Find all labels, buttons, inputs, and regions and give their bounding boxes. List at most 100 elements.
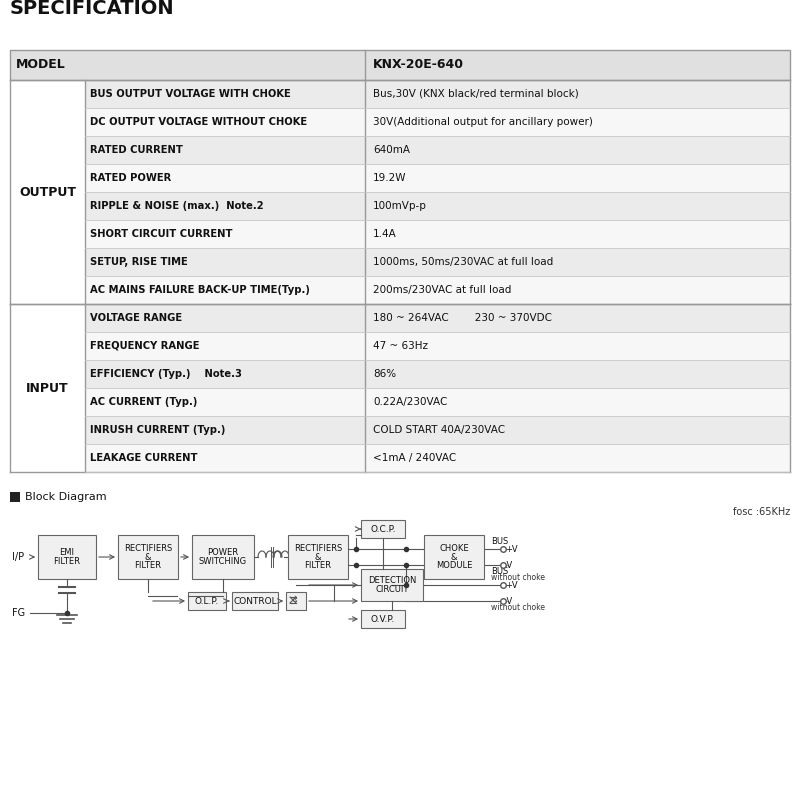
Text: 100mVp-p: 100mVp-p	[373, 201, 427, 211]
Bar	[361, 520, 405, 538]
Text: FILTER: FILTER	[305, 561, 331, 570]
Text: EMI: EMI	[59, 548, 74, 558]
Bar	[85, 416, 365, 444]
Text: 47 ~ 63Hz: 47 ~ 63Hz	[373, 341, 428, 351]
Text: <1mA / 240VAC: <1mA / 240VAC	[373, 453, 456, 463]
Bar	[365, 192, 790, 220]
Bar	[85, 136, 365, 164]
Text: RECTIFIERS: RECTIFIERS	[294, 544, 342, 553]
Text: -V: -V	[505, 561, 514, 570]
Bar	[365, 360, 790, 388]
Bar	[85, 192, 365, 220]
Text: Bus,30V (KNX black/red terminal block): Bus,30V (KNX black/red terminal block)	[373, 89, 578, 99]
Text: -V: -V	[505, 597, 514, 606]
Text: KNX-20E-640: KNX-20E-640	[373, 58, 464, 71]
Bar	[85, 108, 365, 136]
Text: DC OUTPUT VOLTAGE WITHOUT CHOKE: DC OUTPUT VOLTAGE WITHOUT CHOKE	[90, 117, 307, 127]
Bar	[365, 248, 790, 276]
Text: OUTPUT: OUTPUT	[19, 186, 76, 198]
Text: +V: +V	[505, 581, 518, 590]
Text: EFFICIENCY (Typ.)    Note.3: EFFICIENCY (Typ.) Note.3	[90, 369, 242, 379]
Text: Block Diagram: Block Diagram	[25, 492, 106, 502]
Text: O.C.P.: O.C.P.	[370, 525, 396, 534]
Text: without choke: without choke	[491, 602, 545, 611]
Bar	[365, 136, 790, 164]
Text: 1.4A: 1.4A	[373, 229, 397, 239]
Bar	[365, 220, 790, 248]
Bar	[85, 164, 365, 192]
Bar	[85, 332, 365, 360]
Text: MODEL: MODEL	[16, 58, 66, 71]
Bar	[192, 535, 254, 579]
Bar	[365, 444, 790, 472]
Bar	[85, 388, 365, 416]
Bar	[365, 332, 790, 360]
Bar	[85, 304, 365, 332]
Bar	[232, 592, 278, 610]
Bar	[365, 80, 790, 108]
Text: RATED CURRENT: RATED CURRENT	[90, 145, 183, 155]
Text: O.V.P.: O.V.P.	[371, 614, 395, 623]
Text: SHORT CIRCUIT CURRENT: SHORT CIRCUIT CURRENT	[90, 229, 233, 239]
Bar	[365, 388, 790, 416]
Bar	[286, 592, 306, 610]
Bar	[85, 360, 365, 388]
Text: CIRCUIT: CIRCUIT	[375, 585, 409, 594]
Text: POWER: POWER	[207, 548, 238, 558]
Bar	[361, 569, 423, 601]
Text: 1000ms, 50ms/230VAC at full load: 1000ms, 50ms/230VAC at full load	[373, 257, 554, 267]
Text: FILTER: FILTER	[134, 561, 162, 570]
Text: FILTER: FILTER	[54, 557, 81, 566]
Bar	[85, 444, 365, 472]
Text: &: &	[450, 553, 458, 562]
Text: MODULE: MODULE	[436, 561, 472, 570]
Text: fosc :65KHz: fosc :65KHz	[733, 507, 790, 517]
Text: BUS OUTPUT VOLTAGE WITH CHOKE: BUS OUTPUT VOLTAGE WITH CHOKE	[90, 89, 290, 99]
Text: &: &	[145, 553, 151, 562]
Bar	[365, 304, 790, 332]
Bar	[365, 164, 790, 192]
Text: CHOKE: CHOKE	[439, 544, 469, 553]
Bar	[85, 80, 365, 108]
Text: 86%: 86%	[373, 369, 396, 379]
Text: 19.2W: 19.2W	[373, 173, 406, 183]
Text: AC MAINS FAILURE BACK-UP TIME(Typ.): AC MAINS FAILURE BACK-UP TIME(Typ.)	[90, 285, 310, 295]
Text: BUS: BUS	[491, 567, 508, 577]
Text: RECTIFIERS: RECTIFIERS	[124, 544, 172, 553]
Text: without choke: without choke	[491, 574, 545, 582]
Text: INPUT: INPUT	[26, 382, 69, 394]
Text: SPECIFICATION: SPECIFICATION	[10, 0, 174, 18]
Text: RATED POWER: RATED POWER	[90, 173, 171, 183]
Text: &: &	[314, 553, 322, 562]
Bar	[10, 50, 790, 80]
Bar	[118, 535, 178, 579]
Text: I/P: I/P	[12, 552, 24, 562]
Text: 200ms/230VAC at full load: 200ms/230VAC at full load	[373, 285, 511, 295]
Text: 0.22A/230VAC: 0.22A/230VAC	[373, 397, 447, 407]
Text: CONTROL: CONTROL	[233, 597, 277, 606]
Bar	[10, 492, 20, 502]
Text: FG: FG	[12, 608, 25, 618]
Bar	[188, 592, 226, 610]
Text: RIPPLE & NOISE (max.)  Note.2: RIPPLE & NOISE (max.) Note.2	[90, 201, 264, 211]
Text: +V: +V	[505, 545, 518, 554]
Bar	[288, 535, 348, 579]
Text: LEAKAGE CURRENT: LEAKAGE CURRENT	[90, 453, 198, 463]
Bar	[85, 276, 365, 304]
Text: VOLTAGE RANGE: VOLTAGE RANGE	[90, 313, 182, 323]
Bar	[85, 248, 365, 276]
Text: O.L.P.: O.L.P.	[195, 597, 219, 606]
Bar	[38, 535, 96, 579]
Bar	[365, 108, 790, 136]
Bar	[424, 535, 484, 579]
Text: SWITCHING: SWITCHING	[199, 557, 247, 566]
Bar	[85, 220, 365, 248]
Bar	[365, 276, 790, 304]
Text: SETUP, RISE TIME: SETUP, RISE TIME	[90, 257, 188, 267]
Text: DETECTION: DETECTION	[368, 576, 416, 586]
Text: INRUSH CURRENT (Typ.): INRUSH CURRENT (Typ.)	[90, 425, 226, 435]
Text: 640mA: 640mA	[373, 145, 410, 155]
Bar	[365, 416, 790, 444]
Text: FREQUENCY RANGE: FREQUENCY RANGE	[90, 341, 199, 351]
Text: 30V(Additional output for ancillary power): 30V(Additional output for ancillary powe…	[373, 117, 593, 127]
